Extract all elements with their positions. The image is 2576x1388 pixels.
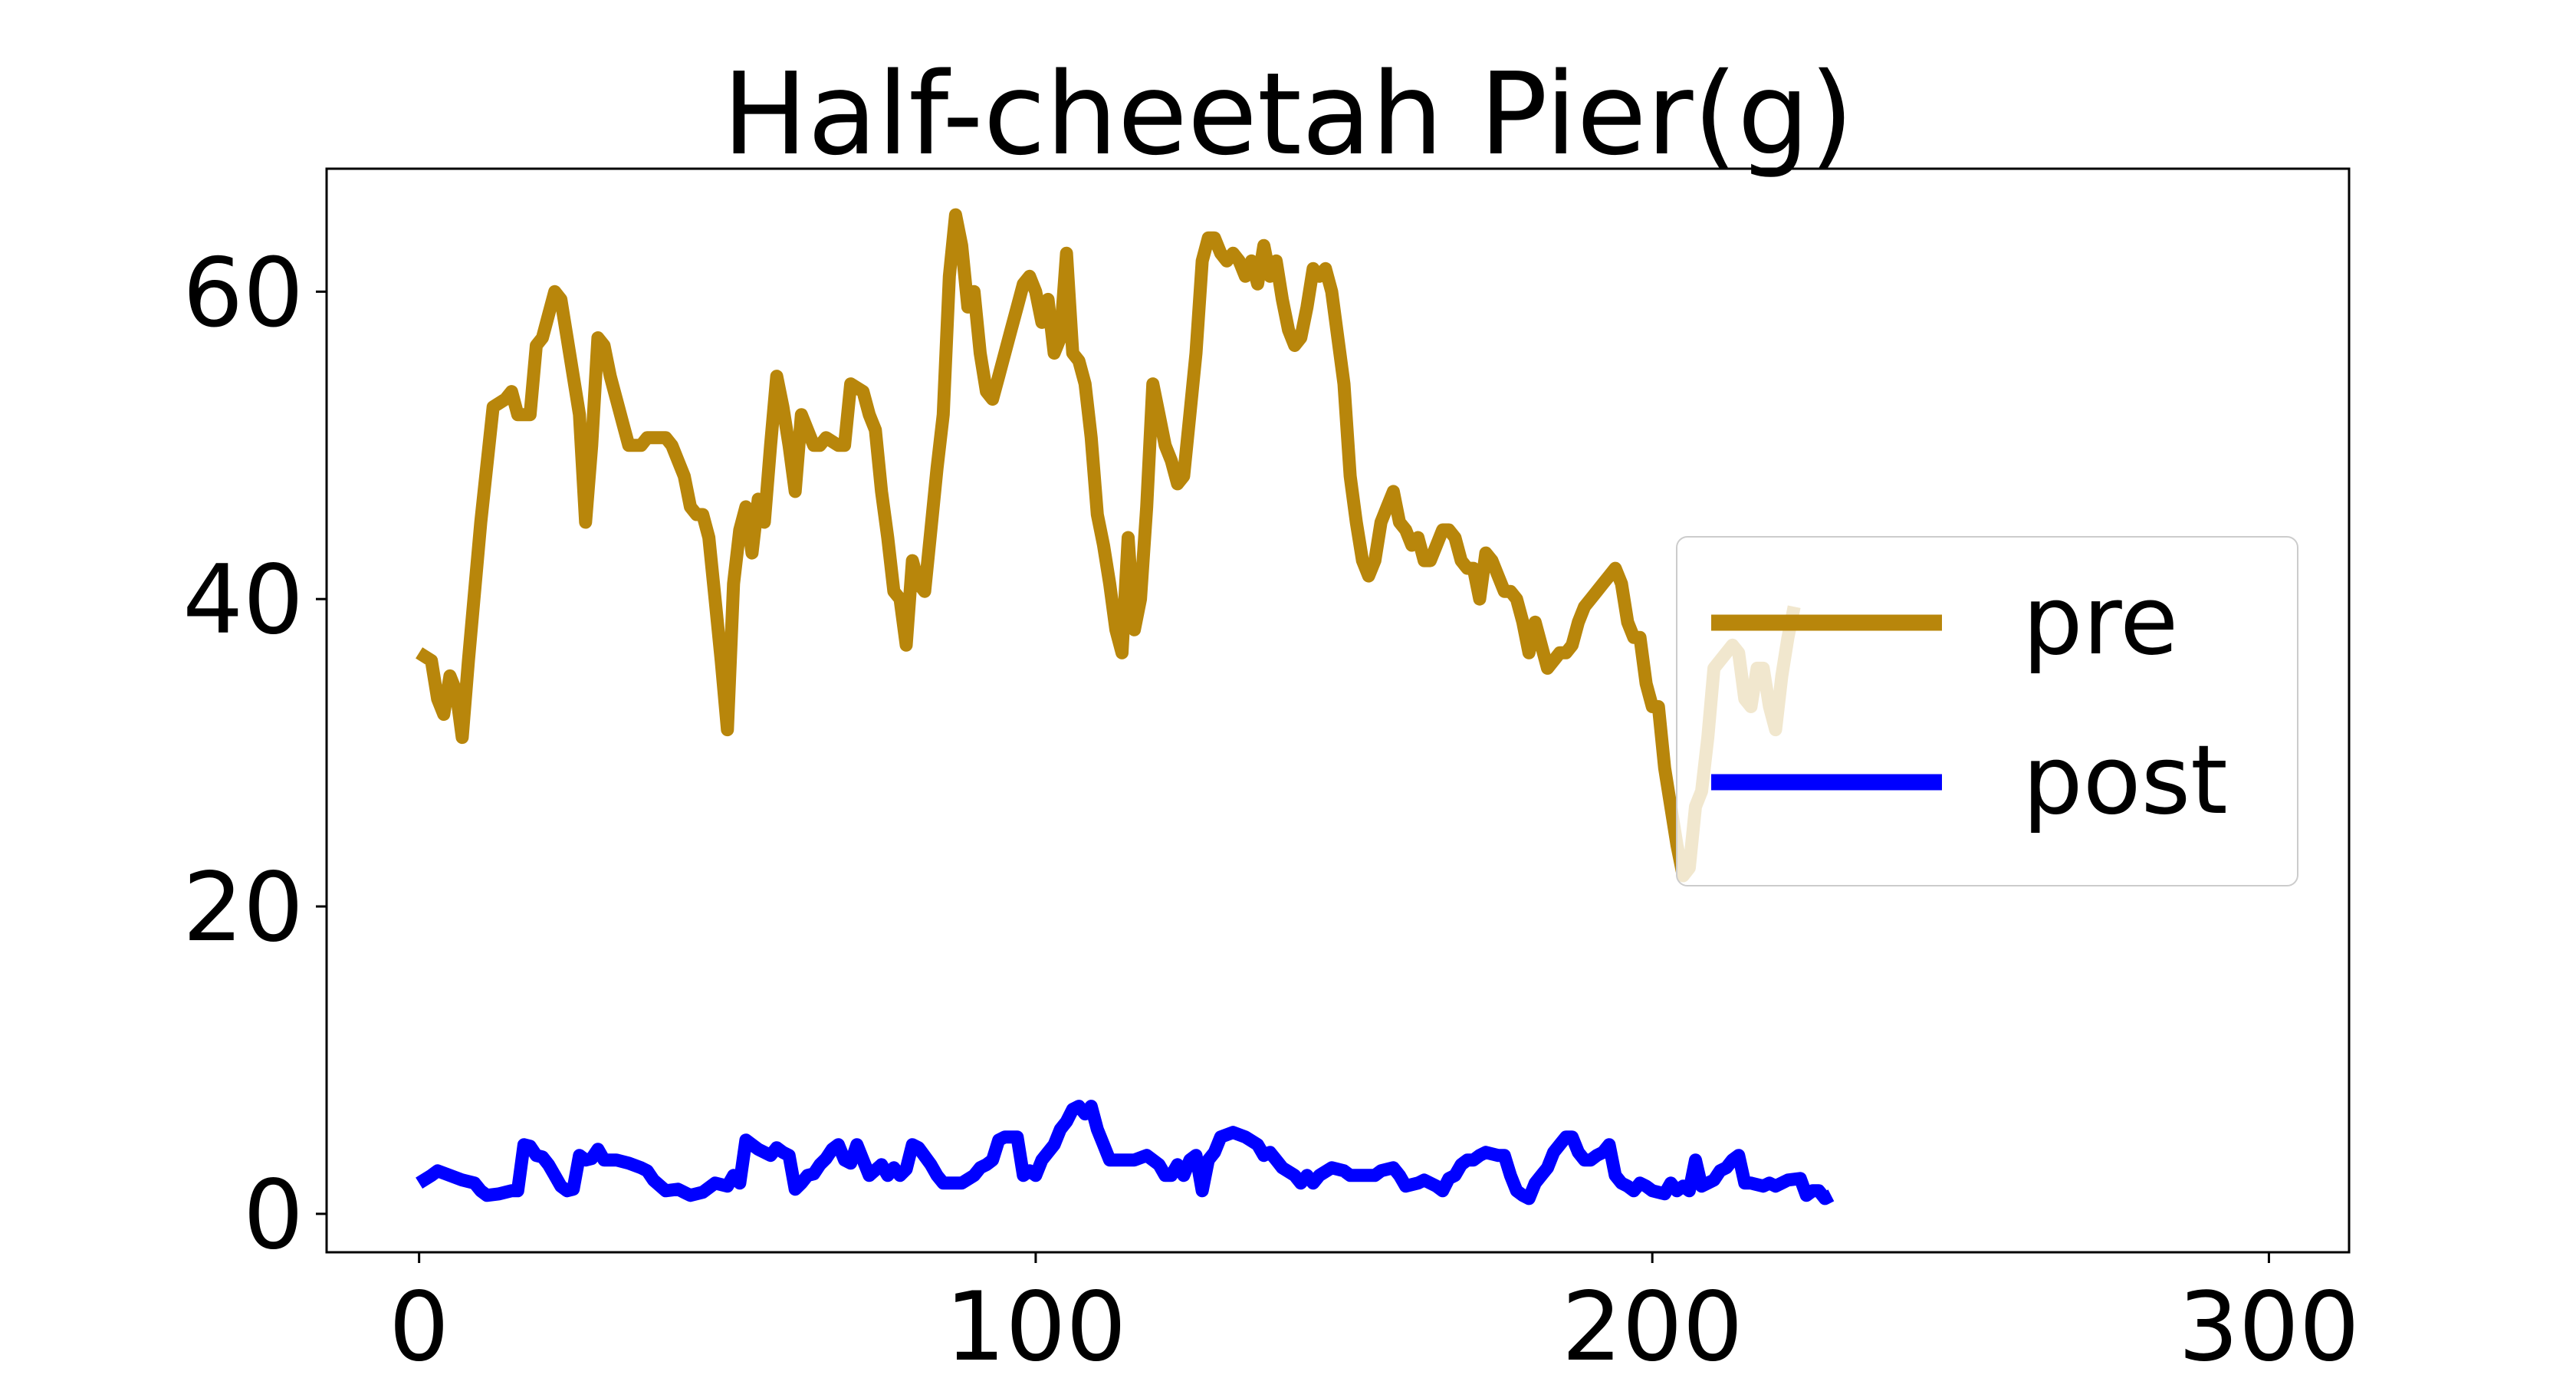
legend: pre post [1676, 536, 2298, 886]
x-tick-label: 0 [389, 1272, 449, 1383]
legend-label-post: post [2022, 725, 2228, 836]
x-tick-label: 300 [2178, 1272, 2360, 1383]
y-tick-label: 20 [182, 853, 304, 963]
chart-title: Half-cheetah Pier(g) [722, 48, 1854, 180]
y-tick-label: 0 [243, 1160, 304, 1271]
legend-label-pre: pre [2022, 566, 2178, 676]
x-tick-label: 100 [945, 1272, 1127, 1383]
axes: 0 100 200 300 0 20 40 60 [182, 238, 2360, 1383]
y-tick-label: 40 [182, 545, 304, 656]
series-line-pre [416, 208, 1801, 883]
plot-area [416, 208, 1835, 1205]
y-tick-label: 60 [182, 238, 304, 348]
plot-frame [325, 167, 2351, 1254]
x-tick-label: 200 [1562, 1272, 1743, 1383]
series-line-post [416, 1100, 1835, 1205]
